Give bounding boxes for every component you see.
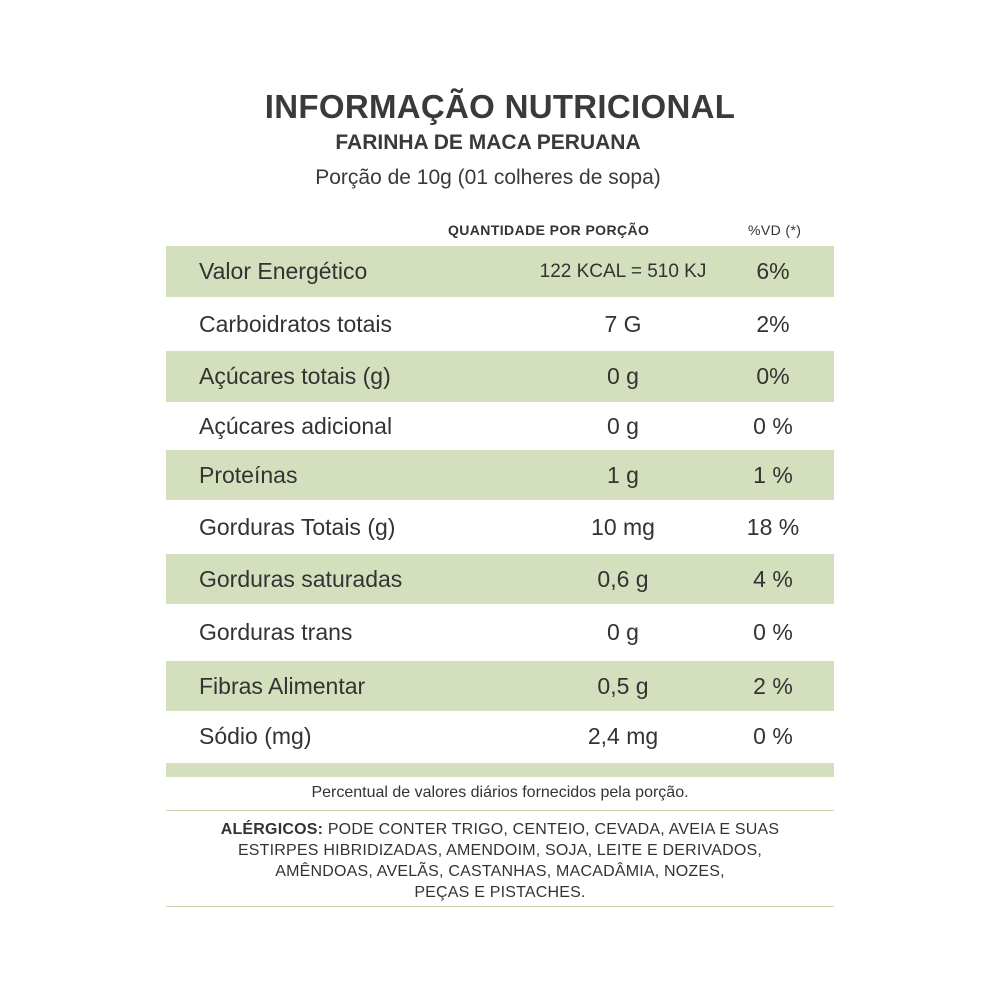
table-row: Gorduras Totais (g) 10 mg 18 % xyxy=(166,500,834,554)
nutrient-quantity: 7 G xyxy=(604,310,642,337)
nutrient-daily-value: 18 % xyxy=(746,513,800,540)
table-row: Açúcares adicional 0 g 0 % xyxy=(166,402,834,450)
nutrient-name: Gorduras saturadas xyxy=(199,565,403,592)
allergen-line: ALÉRGICOS: PODE CONTER TRIGO, CENTEIO, C… xyxy=(166,819,834,840)
allergen-line: AMÊNDOAS, AVELÃS, CASTANHAS, MACADÂMIA, … xyxy=(275,863,725,880)
nutrient-daily-value: 2% xyxy=(756,310,790,337)
nutrient-quantity: 0,5 g xyxy=(597,672,649,699)
nutrient-daily-value: 0 % xyxy=(753,723,793,749)
nutrient-daily-value: 0 % xyxy=(753,412,793,439)
nutrient-quantity: 0,6 g xyxy=(597,565,649,592)
nutrient-name: Gorduras Totais (g) xyxy=(199,513,396,540)
nutrient-daily-value: 0 % xyxy=(753,619,793,645)
divider xyxy=(166,810,834,811)
table-row: Gorduras saturadas 0,6 g 4 % xyxy=(166,554,834,604)
nutrition-table: Valor Energético 122 KCAL = 510 KJ 6% Ca… xyxy=(166,246,834,762)
allergen-line: PEÇAS E PISTACHES. xyxy=(414,884,586,901)
nutrient-quantity: 0 g xyxy=(607,412,639,439)
allergen-line: ESTIRPES HIBRIDIZADAS, AMENDOIM, SOJA, L… xyxy=(237,842,763,859)
divider xyxy=(166,906,834,907)
nutrient-daily-value: 6% xyxy=(756,258,790,284)
nutrient-name: Açúcares totais (g) xyxy=(199,363,391,389)
table-row: Carboidratos totais 7 G 2% xyxy=(166,297,834,351)
allergen-warning: ALÉRGICOS: PODE CONTER TRIGO, CENTEIO, C… xyxy=(166,819,834,903)
table-row: Sódio (mg) 2,4 mg 0 % xyxy=(166,711,834,762)
daily-value-footnote: Percentual de valores diários fornecidos… xyxy=(311,784,689,801)
nutrient-name: Sódio (mg) xyxy=(199,723,312,749)
label-title: INFORMAÇÃO NUTRICIONAL xyxy=(264,88,736,125)
table-row: Açúcares totais (g) 0 g 0% xyxy=(166,351,834,402)
nutrient-name: Açúcares adicional xyxy=(199,412,393,439)
nutrient-quantity: 10 mg xyxy=(591,513,655,540)
nutrient-quantity: 122 KCAL = 510 KJ xyxy=(539,260,707,282)
nutrient-daily-value: 1 % xyxy=(753,461,793,488)
allergen-text: PODE CONTER TRIGO, CENTEIO, CEVADA, AVEI… xyxy=(327,821,780,838)
table-row: Proteínas 1 g 1 % xyxy=(166,450,834,500)
portion-size: Porção de 10g (01 colheres de sopa) xyxy=(315,166,661,189)
product-name: FARINHA DE MACA PERUANA xyxy=(335,131,641,154)
table-footer-bar xyxy=(166,763,834,777)
nutrient-name: Valor Energético xyxy=(199,258,368,284)
nutrient-name: Fibras Alimentar xyxy=(199,672,366,699)
nutrient-daily-value: 4 % xyxy=(753,565,793,592)
nutrient-daily-value: 2 % xyxy=(753,672,793,699)
nutrient-name: Gorduras trans xyxy=(199,619,353,645)
nutrient-quantity: 0 g xyxy=(607,363,639,389)
nutrient-quantity: 0 g xyxy=(607,619,639,645)
nutrient-daily-value: 0% xyxy=(756,363,790,389)
nutrient-name: Carboidratos totais xyxy=(199,310,393,337)
nutrient-name: Proteínas xyxy=(199,461,298,488)
nutrient-quantity: 1 g xyxy=(607,461,639,488)
table-row: Valor Energético 122 KCAL = 510 KJ 6% xyxy=(166,246,834,297)
table-row: Fibras Alimentar 0,5 g 2 % xyxy=(166,661,834,711)
nutrient-quantity: 2,4 mg xyxy=(587,723,659,749)
column-header-daily-value: %VD (*) xyxy=(748,222,802,238)
table-row: Gorduras trans 0 g 0 % xyxy=(166,604,834,661)
column-header-quantity: QUANTIDADE POR PORÇÃO xyxy=(448,222,650,238)
allergen-label: ALÉRGICOS: xyxy=(220,821,324,838)
